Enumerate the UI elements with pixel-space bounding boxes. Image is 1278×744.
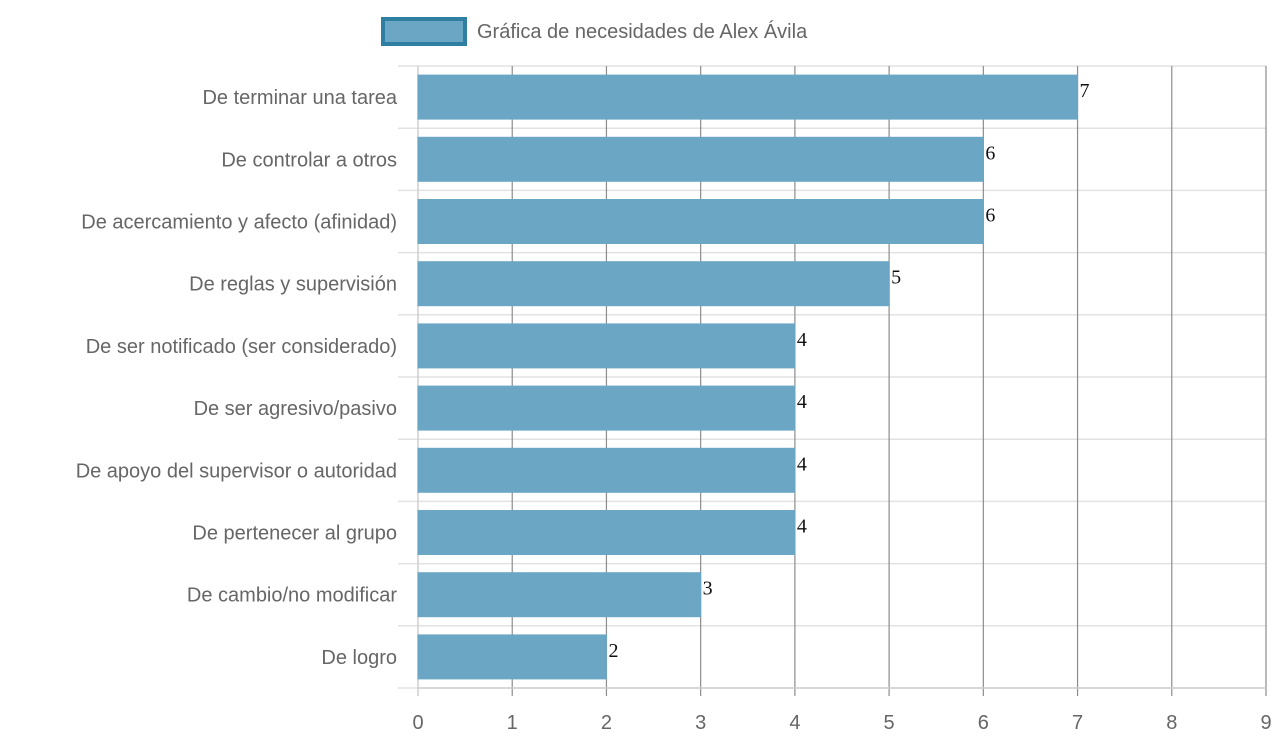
category-label: De ser notificado (ser considerado) (86, 336, 397, 358)
legend-label: Gráfica de necesidades de Alex Ávila (477, 20, 808, 43)
bar[interactable] (417, 634, 607, 680)
x-tick-label: 3 (695, 712, 706, 734)
bar[interactable] (417, 199, 984, 244)
bar[interactable] (417, 261, 890, 307)
bar[interactable] (417, 74, 1079, 120)
bar[interactable] (417, 510, 796, 555)
x-tick-label: 6 (978, 712, 989, 734)
category-label: De terminar una tarea (202, 87, 397, 109)
x-tick-label: 0 (412, 712, 423, 734)
category-labels: De terminar una tarea De controlar a otro… (76, 87, 398, 669)
bar[interactable] (417, 385, 796, 431)
legend[interactable]: Gráfica de necesidades de Alex Ávila (381, 17, 808, 46)
data-label: 7 (1080, 80, 1090, 102)
category-label: De cambio/no modificar (187, 585, 397, 607)
data-label: 4 (797, 516, 807, 538)
data-label: 5 (891, 267, 901, 289)
x-tick-label: 5 (884, 712, 895, 734)
category-label: De reglas y supervisión (189, 274, 397, 296)
x-tick-label: 8 (1166, 712, 1177, 734)
bar[interactable] (417, 323, 796, 369)
category-label: De controlar a otros (221, 149, 397, 171)
bar[interactable] (417, 136, 984, 182)
bars (417, 74, 1079, 680)
data-label: 4 (797, 391, 807, 413)
category-label: De pertenecer al grupo (192, 523, 397, 545)
x-tick-label: 9 (1260, 712, 1271, 734)
x-axis-ticks: 0 1 2 3 4 5 6 7 8 9 (412, 712, 1271, 734)
data-label: 4 (797, 453, 807, 475)
data-label: 6 (985, 142, 995, 164)
data-label: 2 (608, 640, 618, 662)
bar[interactable] (417, 572, 702, 618)
category-label: De apoyo del supervisor o autoridad (76, 460, 397, 482)
x-tick-label: 2 (601, 712, 612, 734)
data-labels: 7 6 6 5 4 4 4 4 3 2 (608, 80, 1089, 662)
data-label: 4 (797, 329, 807, 351)
legend-swatch (381, 17, 467, 46)
category-label: De ser agresivo/pasivo (194, 398, 397, 420)
data-label: 3 (703, 578, 713, 600)
bar[interactable] (417, 447, 796, 493)
x-tick-label: 7 (1072, 712, 1083, 734)
x-tick-label: 1 (507, 712, 518, 734)
category-label: De acercamiento y afecto (afinidad) (81, 212, 397, 234)
x-tick-label: 4 (789, 712, 800, 734)
category-label: De logro (321, 647, 397, 669)
data-label: 6 (985, 205, 995, 227)
